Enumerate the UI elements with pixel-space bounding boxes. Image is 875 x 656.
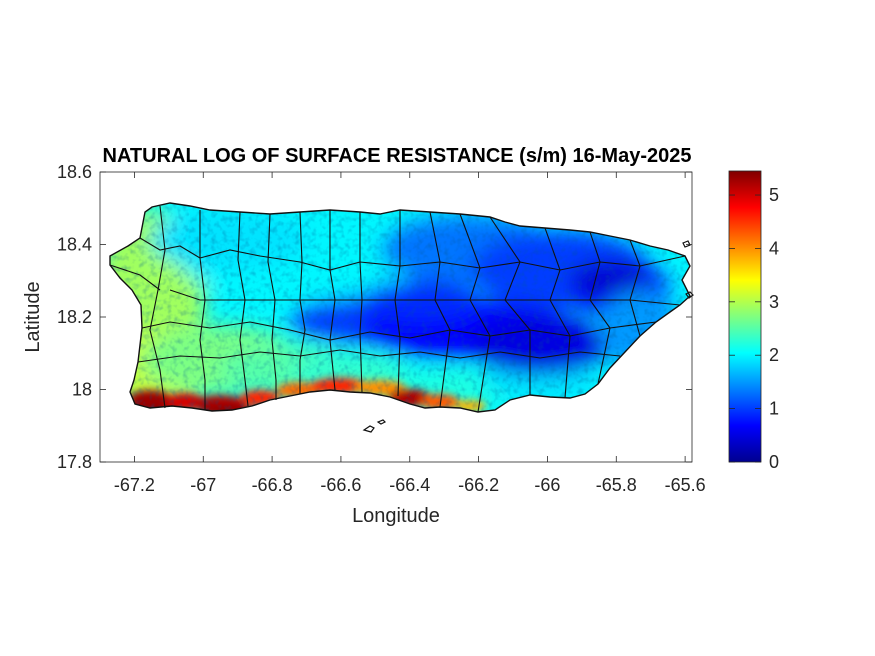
y-tick-label: 17.8 <box>57 452 92 472</box>
y-tick-label: 18 <box>72 380 92 400</box>
y-axis: 17.8 18 18.2 18.4 18.6 <box>57 162 692 472</box>
municipality-boundary <box>109 264 161 291</box>
colorbar-tick-label: 0 <box>769 452 779 472</box>
colorbar-tick-label: 4 <box>769 238 779 258</box>
municipality-boundary <box>137 349 621 363</box>
municipality-boundaries <box>109 205 686 413</box>
y-axis-label: Latitude <box>22 281 44 352</box>
x-tick-label: -67 <box>190 475 216 495</box>
municipality-boundary <box>141 321 657 341</box>
islet <box>376 419 387 425</box>
municipality-boundary <box>629 239 641 337</box>
x-axis: -67.2 -67 -66.8 -66.6 -66.4 -66.2 -66 -65.8 -65.… <box>114 172 706 495</box>
x-tick-label: -66.4 <box>389 475 430 495</box>
colorbar-tick-label: 2 <box>769 345 779 365</box>
municipality-boundary <box>169 289 681 306</box>
small-islets <box>362 240 694 433</box>
islet <box>362 425 375 433</box>
x-tick-label: -67.2 <box>114 475 155 495</box>
islet <box>685 291 694 299</box>
x-tick-label: -65.8 <box>596 475 637 495</box>
colorbar-ticks: 0 1 2 3 4 5 <box>729 185 779 472</box>
municipality-boundary <box>199 210 206 410</box>
colorbar <box>728 170 762 463</box>
y-tick-label: 18.4 <box>57 235 92 255</box>
municipality-boundary <box>149 205 166 409</box>
municipality-boundary <box>199 249 686 271</box>
y-tick-label: 18.6 <box>57 162 92 182</box>
municipality-boundary <box>139 237 201 259</box>
colorbar-tick-label: 5 <box>769 185 779 205</box>
x-axis-label: Longitude <box>352 505 440 527</box>
x-tick-label: -66.8 <box>252 475 293 495</box>
municipality-boundary <box>299 211 306 394</box>
x-tick-label: -66.2 <box>458 475 499 495</box>
x-tick-label: -66 <box>534 475 560 495</box>
x-tick-label: -65.6 <box>665 475 706 495</box>
colorbar-tick-label: 1 <box>769 399 779 419</box>
chart-title: NATURAL LOG OF SURFACE RESISTANCE (s/m) … <box>103 145 692 167</box>
islet <box>682 240 691 248</box>
municipality-boundary <box>237 211 249 407</box>
x-tick-label: -66.6 <box>320 475 361 495</box>
colorbar-tick-label: 3 <box>769 292 779 312</box>
municipality-boundary <box>267 213 277 400</box>
y-tick-label: 18.2 <box>57 307 92 327</box>
coastline <box>109 202 691 413</box>
